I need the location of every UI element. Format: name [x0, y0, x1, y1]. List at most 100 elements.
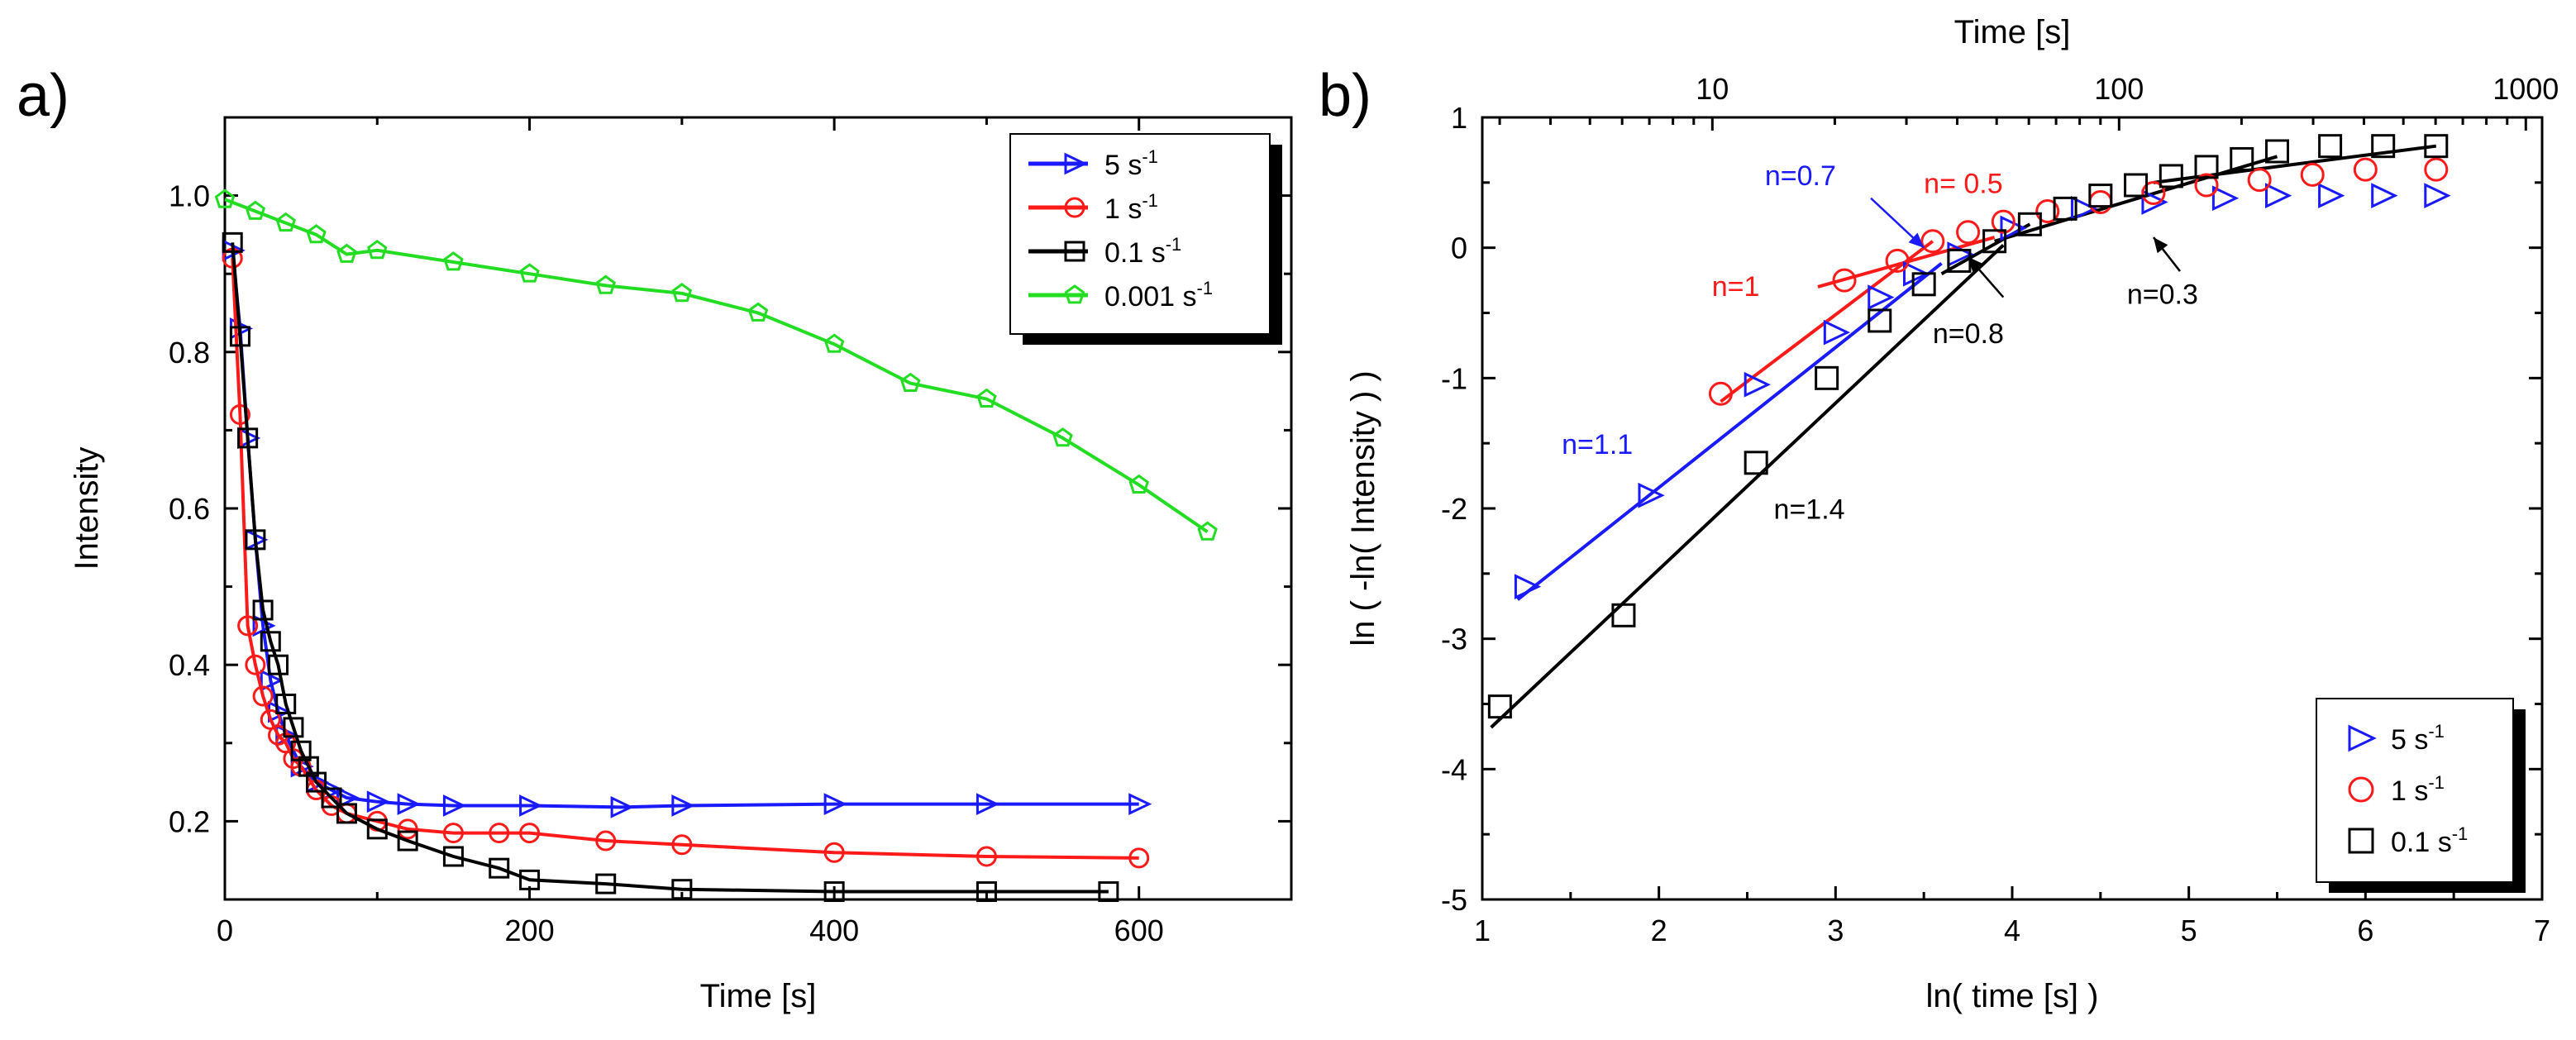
data-point — [595, 274, 616, 294]
data-point — [336, 803, 357, 824]
data-point — [2053, 196, 2077, 221]
data-point — [489, 823, 510, 844]
data-point — [1991, 209, 2015, 234]
data-point — [275, 212, 296, 232]
chart-a: 0 200 400 600 0.2 0.4 0.6 0.8 1.0 Time [s] Inten… — [69, 116, 1293, 1014]
legend-box — [1009, 133, 1271, 335]
data-point — [245, 654, 266, 675]
data-point — [2424, 183, 2451, 208]
x-tick-label: 7 — [2534, 914, 2550, 947]
x-tick-label: 5 — [2181, 914, 2197, 947]
data-point — [2070, 195, 2098, 222]
data-point — [306, 224, 327, 244]
data-point — [1128, 793, 1152, 815]
data-point — [222, 231, 243, 253]
data-point — [1514, 574, 1542, 599]
data-point — [397, 818, 418, 840]
series-2 — [222, 231, 1119, 903]
x-tick-label: 0 — [217, 914, 233, 947]
series-2 — [1487, 134, 2449, 719]
data-point — [1920, 229, 1945, 254]
chart-b-ylabel: ln ( -ln( Intensity ) ) — [1345, 370, 1381, 646]
data-point — [260, 669, 284, 692]
y-tick-label: 0 — [1451, 231, 1467, 265]
x-tick-label: 2 — [1651, 914, 1667, 947]
annotation-label: n=1 — [1712, 271, 1760, 303]
annotation-label: n=1.1 — [1562, 429, 1633, 460]
chart-a-ylabel: Intensity — [69, 447, 105, 570]
data-point — [1868, 284, 1895, 310]
data-point — [245, 529, 266, 551]
data-point — [671, 879, 693, 900]
panel-a-label: a) — [17, 63, 69, 129]
series-line — [231, 242, 1109, 894]
data-point — [321, 787, 342, 809]
data-point — [2194, 155, 2219, 179]
data-point — [2424, 134, 2449, 159]
data-point — [2318, 134, 2343, 159]
y-tick-label: 0.2 — [169, 804, 210, 838]
data-point — [1956, 220, 1981, 245]
y-tick-label: -5 — [1441, 883, 1467, 917]
chart-b-top-xlabel: Time [s] — [1954, 14, 2071, 50]
top-x-tick-label: 1000 — [2493, 72, 2559, 106]
data-point — [2265, 139, 2289, 164]
y-tick-label: -2 — [1441, 492, 1467, 526]
x-tick-label: 200 — [505, 914, 555, 947]
series-1 — [222, 247, 1150, 869]
data-point — [252, 685, 274, 707]
legend-marker — [1064, 284, 1085, 304]
data-point — [366, 818, 388, 840]
data-point — [671, 283, 693, 303]
data-point — [823, 333, 845, 353]
data-point — [442, 794, 467, 817]
legend-marker — [2348, 776, 2374, 803]
series-line — [224, 198, 1209, 534]
series-line — [231, 250, 1139, 809]
data-point — [252, 614, 276, 637]
legend-marker — [1064, 241, 1085, 262]
fit-line — [1516, 262, 1943, 601]
data-point — [976, 388, 997, 408]
data-point — [214, 188, 236, 208]
data-point — [336, 243, 357, 263]
y-tick-label: -4 — [1441, 752, 1467, 786]
y-tick-label: 1.0 — [169, 179, 210, 213]
data-point — [1885, 248, 1910, 273]
data-point — [976, 793, 1000, 815]
y-tick-label: 0.8 — [169, 336, 210, 370]
data-point — [595, 873, 617, 894]
data-point — [283, 717, 304, 738]
data-point — [1128, 474, 1149, 494]
data-point — [1197, 521, 1218, 541]
data-point — [366, 790, 390, 813]
fit-line — [1490, 244, 2005, 729]
data-point — [442, 846, 464, 867]
data-point — [1823, 319, 1851, 346]
data-point — [260, 631, 281, 652]
data-point — [2159, 164, 2183, 188]
data-point — [443, 251, 464, 271]
y-tick-label: 0.4 — [169, 648, 210, 682]
data-point — [2300, 162, 2325, 187]
top-x-tick-label: 10 — [1696, 72, 1729, 106]
legend-marker — [2348, 724, 2377, 752]
legend-marker — [1064, 152, 1088, 175]
data-point — [1744, 371, 1771, 398]
data-point — [367, 239, 388, 260]
data-point — [2035, 199, 2060, 224]
x-tick-label: 6 — [2357, 914, 2373, 947]
data-point — [306, 771, 327, 793]
annotation-label: n=0.3 — [2127, 279, 2198, 310]
y-tick-label: -1 — [1441, 361, 1467, 395]
top-x-tick-label: 100 — [2094, 72, 2144, 106]
data-point — [2353, 157, 2378, 182]
data-point — [2371, 183, 2398, 208]
data-point — [2088, 184, 2113, 208]
data-point — [671, 834, 693, 856]
data-point — [397, 830, 418, 852]
data-point — [1902, 260, 1930, 287]
data-point — [519, 869, 541, 890]
data-point — [519, 263, 540, 283]
data-point — [245, 200, 266, 220]
